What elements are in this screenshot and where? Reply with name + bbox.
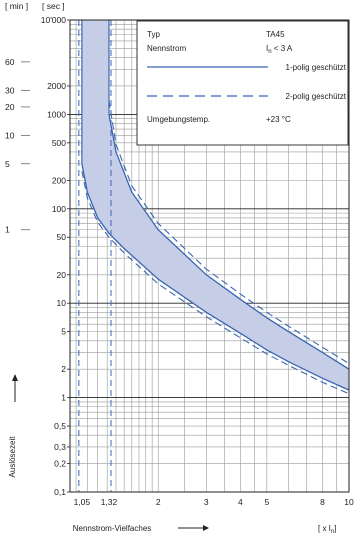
y-unit-labels: [ min ] [ sec ] bbox=[5, 1, 65, 11]
y-tick-label-sec: 10'000 bbox=[41, 15, 67, 25]
y-tick-label-min: 20 bbox=[5, 102, 15, 112]
legend-box: Typ TA45 Nennstrom In < 3 A 1-polig geschütz… bbox=[136, 20, 349, 146]
y-tick-label-sec: 50 bbox=[57, 232, 67, 242]
legend-background bbox=[136, 20, 349, 146]
x-tick-label: 4 bbox=[238, 497, 243, 507]
legend-key: Nennstrom bbox=[147, 44, 186, 53]
y-tick-label-sec: 2 bbox=[61, 364, 66, 374]
y-axis-arrow-head bbox=[12, 374, 18, 381]
plot-frame bbox=[69, 19, 350, 493]
x-tick-labels: 1,05 1,32 2 3 4 5 8 10 bbox=[74, 497, 354, 507]
x-unit-close: ] bbox=[334, 524, 336, 533]
legend-value: +23 °C bbox=[266, 115, 291, 124]
x-unit-label: [ x In] bbox=[318, 524, 336, 535]
y-tick-label-sec: 10 bbox=[57, 298, 67, 308]
curve-dashed-lower bbox=[81, 171, 350, 395]
axis-labels: Nennstrom-Vielfaches [ x In] Auslösezeit bbox=[8, 374, 336, 535]
y-unit-min-label: [ min ] bbox=[5, 1, 28, 11]
legend-value-sub: n bbox=[268, 49, 271, 55]
y-tick-label-sec: 20 bbox=[57, 270, 67, 280]
y-tick-label-min: 10 bbox=[5, 130, 15, 140]
y-tick-labels: 10'000 2000 1000 500 200 100 50 20 10 5 2 1 0,5 0,3 0,… bbox=[5, 15, 70, 497]
curve-solid-upper bbox=[108, 114, 350, 370]
y-tick-label-sec: 1000 bbox=[47, 109, 66, 119]
x-unit-text: [ x I bbox=[318, 524, 331, 533]
y-tick-label-sec: 0,3 bbox=[54, 442, 66, 452]
x-tick-label: 2 bbox=[156, 497, 161, 507]
x-tick-label: 10 bbox=[344, 497, 354, 507]
y-tick-label-sec: 500 bbox=[52, 138, 66, 148]
x-axis-arrow-head bbox=[203, 525, 209, 531]
y-tick-label-min: 60 bbox=[5, 57, 15, 67]
y-tick-label-sec: 5 bbox=[61, 327, 66, 337]
y-tick-label-sec: 2000 bbox=[47, 81, 66, 91]
y-unit-sec-label: [ sec ] bbox=[42, 1, 65, 11]
x-tick-label: 3 bbox=[204, 497, 209, 507]
y-tick-label-sec: 0,2 bbox=[54, 459, 66, 469]
x-axis-label: Nennstrom-Vielfaches bbox=[73, 524, 152, 533]
x-tick-label: 8 bbox=[320, 497, 325, 507]
legend-value: 1-polig geschützt bbox=[286, 63, 347, 72]
x-tick-label: 1,05 bbox=[74, 497, 91, 507]
y-axis-label: Auslösezeit bbox=[8, 436, 17, 478]
y-tick-label-sec: 200 bbox=[52, 175, 66, 185]
curve-solid-lower bbox=[81, 163, 350, 391]
y-tick-label-sec: 0,5 bbox=[54, 421, 66, 431]
x-unit-sub: n bbox=[331, 529, 334, 535]
y-tick-label-min: 1 bbox=[5, 225, 10, 235]
legend-value: TA45 bbox=[266, 30, 285, 39]
y-tick-label-min: 5 bbox=[5, 159, 10, 169]
y-tick-label-sec: 0,1 bbox=[54, 487, 66, 497]
curve-dashed-upper bbox=[108, 100, 350, 364]
legend-key: Typ bbox=[147, 30, 160, 39]
legend-value: 2-polig geschützt bbox=[286, 92, 347, 101]
x-tick-label: 1,32 bbox=[101, 497, 118, 507]
legend-value-suffix: < 3 A bbox=[272, 44, 293, 53]
y-tick-label-sec: 100 bbox=[52, 204, 66, 214]
curves bbox=[78, 20, 350, 492]
legend-value: In < 3 A bbox=[266, 44, 293, 55]
x-tick-label: 5 bbox=[264, 497, 269, 507]
legend-value-prefix: I bbox=[266, 44, 268, 53]
legend-key: Umgebungstemp. bbox=[147, 115, 210, 124]
y-tick-label-sec: 1 bbox=[61, 393, 66, 403]
y-tick-label-min: 30 bbox=[5, 85, 15, 95]
